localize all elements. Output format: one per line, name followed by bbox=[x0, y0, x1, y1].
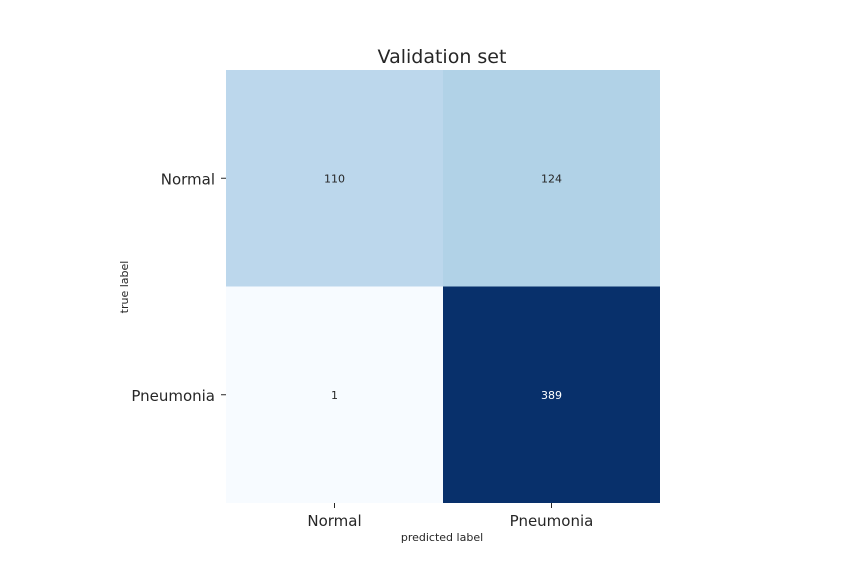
cell-value-label: 1 bbox=[331, 389, 338, 402]
heatmap-cell bbox=[226, 286, 443, 503]
heatmap-cells bbox=[226, 70, 660, 503]
y-tick-label: Pneumonia bbox=[131, 387, 215, 405]
y-axis-ticks: Normal Pneumonia bbox=[131, 170, 226, 405]
heatmap-cell bbox=[443, 286, 660, 503]
x-axis-ticks: Normal Pneumonia bbox=[307, 503, 593, 530]
x-tick-label: Normal bbox=[307, 512, 361, 530]
y-axis-label: true label bbox=[118, 261, 131, 314]
cell-value-label: 124 bbox=[541, 172, 562, 185]
heatmap-cell bbox=[226, 70, 443, 287]
chart-title: Validation set bbox=[378, 46, 507, 68]
x-tick-label: Pneumonia bbox=[510, 512, 594, 530]
y-tick-label: Normal bbox=[161, 170, 215, 188]
cell-value-label: 389 bbox=[541, 389, 562, 402]
heatmap-cell bbox=[443, 70, 660, 287]
x-axis-label: predicted label bbox=[401, 531, 483, 544]
cell-value-labels: 110 124 1 389 bbox=[324, 172, 562, 402]
cell-value-label: 110 bbox=[324, 172, 345, 185]
